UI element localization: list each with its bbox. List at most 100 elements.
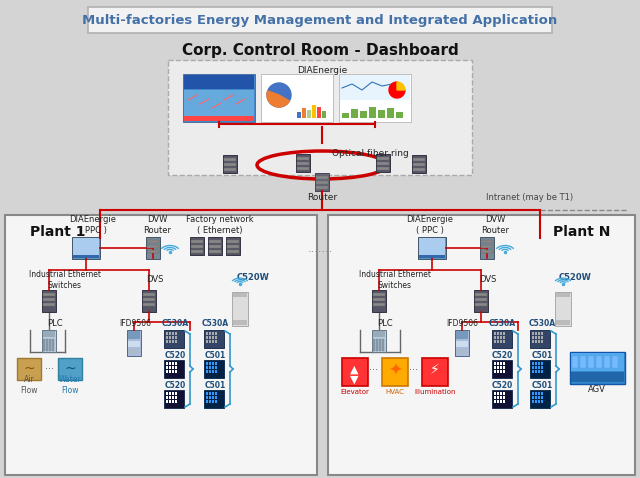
Wedge shape: [389, 82, 405, 98]
FancyBboxPatch shape: [143, 298, 155, 301]
FancyBboxPatch shape: [209, 240, 221, 243]
FancyBboxPatch shape: [172, 336, 174, 339]
FancyBboxPatch shape: [377, 162, 389, 165]
FancyBboxPatch shape: [532, 396, 534, 399]
FancyBboxPatch shape: [596, 356, 602, 368]
FancyBboxPatch shape: [172, 392, 174, 395]
FancyBboxPatch shape: [532, 366, 534, 369]
FancyBboxPatch shape: [209, 396, 211, 399]
Text: PLC: PLC: [47, 318, 63, 327]
FancyBboxPatch shape: [372, 290, 386, 312]
FancyBboxPatch shape: [212, 362, 214, 365]
Circle shape: [267, 83, 291, 107]
FancyBboxPatch shape: [184, 75, 254, 89]
FancyBboxPatch shape: [209, 250, 221, 253]
FancyBboxPatch shape: [373, 293, 385, 296]
Text: C520: C520: [492, 350, 513, 359]
FancyBboxPatch shape: [169, 370, 171, 373]
FancyBboxPatch shape: [312, 105, 316, 118]
FancyBboxPatch shape: [535, 362, 537, 365]
FancyBboxPatch shape: [212, 366, 214, 369]
FancyBboxPatch shape: [52, 339, 54, 351]
FancyBboxPatch shape: [172, 332, 174, 335]
FancyBboxPatch shape: [316, 186, 328, 189]
Text: C520W: C520W: [237, 272, 269, 282]
FancyBboxPatch shape: [492, 330, 512, 348]
FancyBboxPatch shape: [494, 396, 496, 399]
FancyBboxPatch shape: [209, 366, 211, 369]
Text: Air
Flow: Air Flow: [20, 375, 38, 395]
FancyBboxPatch shape: [172, 400, 174, 403]
FancyBboxPatch shape: [297, 157, 309, 160]
FancyBboxPatch shape: [169, 366, 171, 369]
Text: DVW
Router: DVW Router: [143, 215, 171, 235]
FancyBboxPatch shape: [215, 362, 217, 365]
FancyBboxPatch shape: [215, 366, 217, 369]
Text: C501: C501: [204, 350, 226, 359]
Text: IFD9506: IFD9506: [119, 318, 151, 327]
FancyBboxPatch shape: [184, 116, 254, 121]
FancyBboxPatch shape: [175, 362, 177, 365]
FancyBboxPatch shape: [532, 370, 534, 373]
FancyBboxPatch shape: [541, 362, 543, 365]
FancyBboxPatch shape: [500, 396, 502, 399]
FancyBboxPatch shape: [208, 237, 222, 255]
FancyBboxPatch shape: [206, 396, 208, 399]
FancyBboxPatch shape: [413, 163, 425, 166]
FancyBboxPatch shape: [418, 237, 446, 259]
FancyBboxPatch shape: [530, 360, 550, 378]
FancyBboxPatch shape: [373, 339, 375, 351]
FancyBboxPatch shape: [191, 250, 203, 253]
FancyBboxPatch shape: [538, 392, 540, 395]
FancyBboxPatch shape: [147, 240, 159, 243]
Text: C501: C501: [531, 350, 552, 359]
FancyBboxPatch shape: [88, 7, 552, 33]
FancyBboxPatch shape: [232, 292, 248, 326]
FancyBboxPatch shape: [206, 332, 208, 335]
FancyBboxPatch shape: [73, 238, 99, 256]
FancyBboxPatch shape: [166, 362, 168, 365]
FancyBboxPatch shape: [503, 392, 505, 395]
FancyBboxPatch shape: [497, 370, 499, 373]
Text: Industrial Ethernet
Switches: Industrial Ethernet Switches: [359, 270, 431, 290]
FancyBboxPatch shape: [227, 250, 239, 253]
Text: Plant 1: Plant 1: [30, 225, 86, 239]
Text: C530A: C530A: [161, 318, 189, 327]
FancyBboxPatch shape: [172, 366, 174, 369]
FancyBboxPatch shape: [351, 109, 358, 118]
FancyBboxPatch shape: [209, 370, 211, 373]
FancyBboxPatch shape: [49, 339, 51, 351]
FancyBboxPatch shape: [535, 396, 537, 399]
FancyBboxPatch shape: [164, 360, 184, 378]
Wedge shape: [397, 82, 405, 90]
FancyBboxPatch shape: [43, 293, 55, 296]
FancyBboxPatch shape: [175, 332, 177, 335]
FancyBboxPatch shape: [215, 340, 217, 343]
FancyBboxPatch shape: [535, 400, 537, 403]
FancyBboxPatch shape: [497, 336, 499, 339]
FancyBboxPatch shape: [500, 362, 502, 365]
FancyBboxPatch shape: [538, 362, 540, 365]
FancyBboxPatch shape: [261, 74, 333, 122]
FancyBboxPatch shape: [42, 330, 56, 352]
FancyBboxPatch shape: [58, 358, 82, 380]
FancyBboxPatch shape: [503, 370, 505, 373]
FancyBboxPatch shape: [209, 245, 221, 248]
FancyBboxPatch shape: [191, 240, 203, 243]
FancyBboxPatch shape: [223, 155, 237, 173]
FancyBboxPatch shape: [572, 356, 578, 368]
Text: DIAEnergie
( PPC ): DIAEnergie ( PPC ): [406, 215, 454, 235]
FancyBboxPatch shape: [538, 370, 540, 373]
FancyBboxPatch shape: [297, 112, 301, 118]
FancyBboxPatch shape: [500, 340, 502, 343]
FancyBboxPatch shape: [339, 74, 411, 122]
Text: ⚡: ⚡: [430, 363, 440, 377]
FancyBboxPatch shape: [206, 366, 208, 369]
FancyBboxPatch shape: [17, 358, 41, 380]
FancyBboxPatch shape: [43, 298, 55, 301]
FancyBboxPatch shape: [497, 366, 499, 369]
FancyBboxPatch shape: [172, 370, 174, 373]
Text: ▲: ▲: [350, 365, 358, 375]
FancyBboxPatch shape: [128, 341, 140, 347]
FancyBboxPatch shape: [166, 392, 168, 395]
